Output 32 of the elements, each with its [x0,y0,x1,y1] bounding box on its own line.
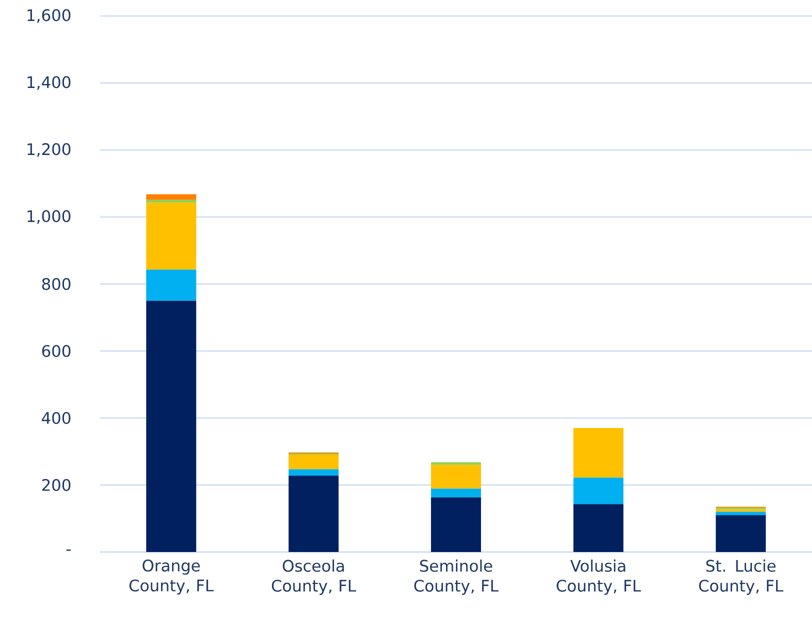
bar [716,512,766,516]
x-tick-label: Orange County, FL [129,560,214,595]
bar [431,488,482,498]
bar [146,194,196,200]
x-tick-label: Volusia County, FL [556,560,641,595]
x-tick-label: Osceola County, FL [272,560,356,595]
y-tick-label: 400 [42,412,70,424]
bar [146,202,196,270]
y-tick-label: 800 [42,278,70,290]
bar [431,464,482,489]
y-tick-label: - [66,550,71,551]
bar [288,469,339,476]
bar [573,504,624,552]
bar [573,428,624,478]
bar [146,270,196,301]
y-tick-label: 1,600 [28,9,70,23]
y-tick-label: 600 [42,344,70,358]
y-tick-label: 1,000 [28,210,70,224]
bar [288,476,339,552]
bar [146,300,196,552]
bar [431,497,482,552]
bar [573,478,624,504]
x-tick-label: St. Lucie County, FL [699,560,784,595]
y-tick-label: 1,200 [28,143,70,157]
bar [288,454,339,470]
bar [716,515,766,552]
bar [146,200,196,203]
bar [716,509,766,512]
y-tick-label: 1,400 [28,76,70,90]
x-tick-label: Seminole County, FL [414,560,499,595]
bar [431,462,482,465]
y-tick-label: 200 [42,478,70,492]
